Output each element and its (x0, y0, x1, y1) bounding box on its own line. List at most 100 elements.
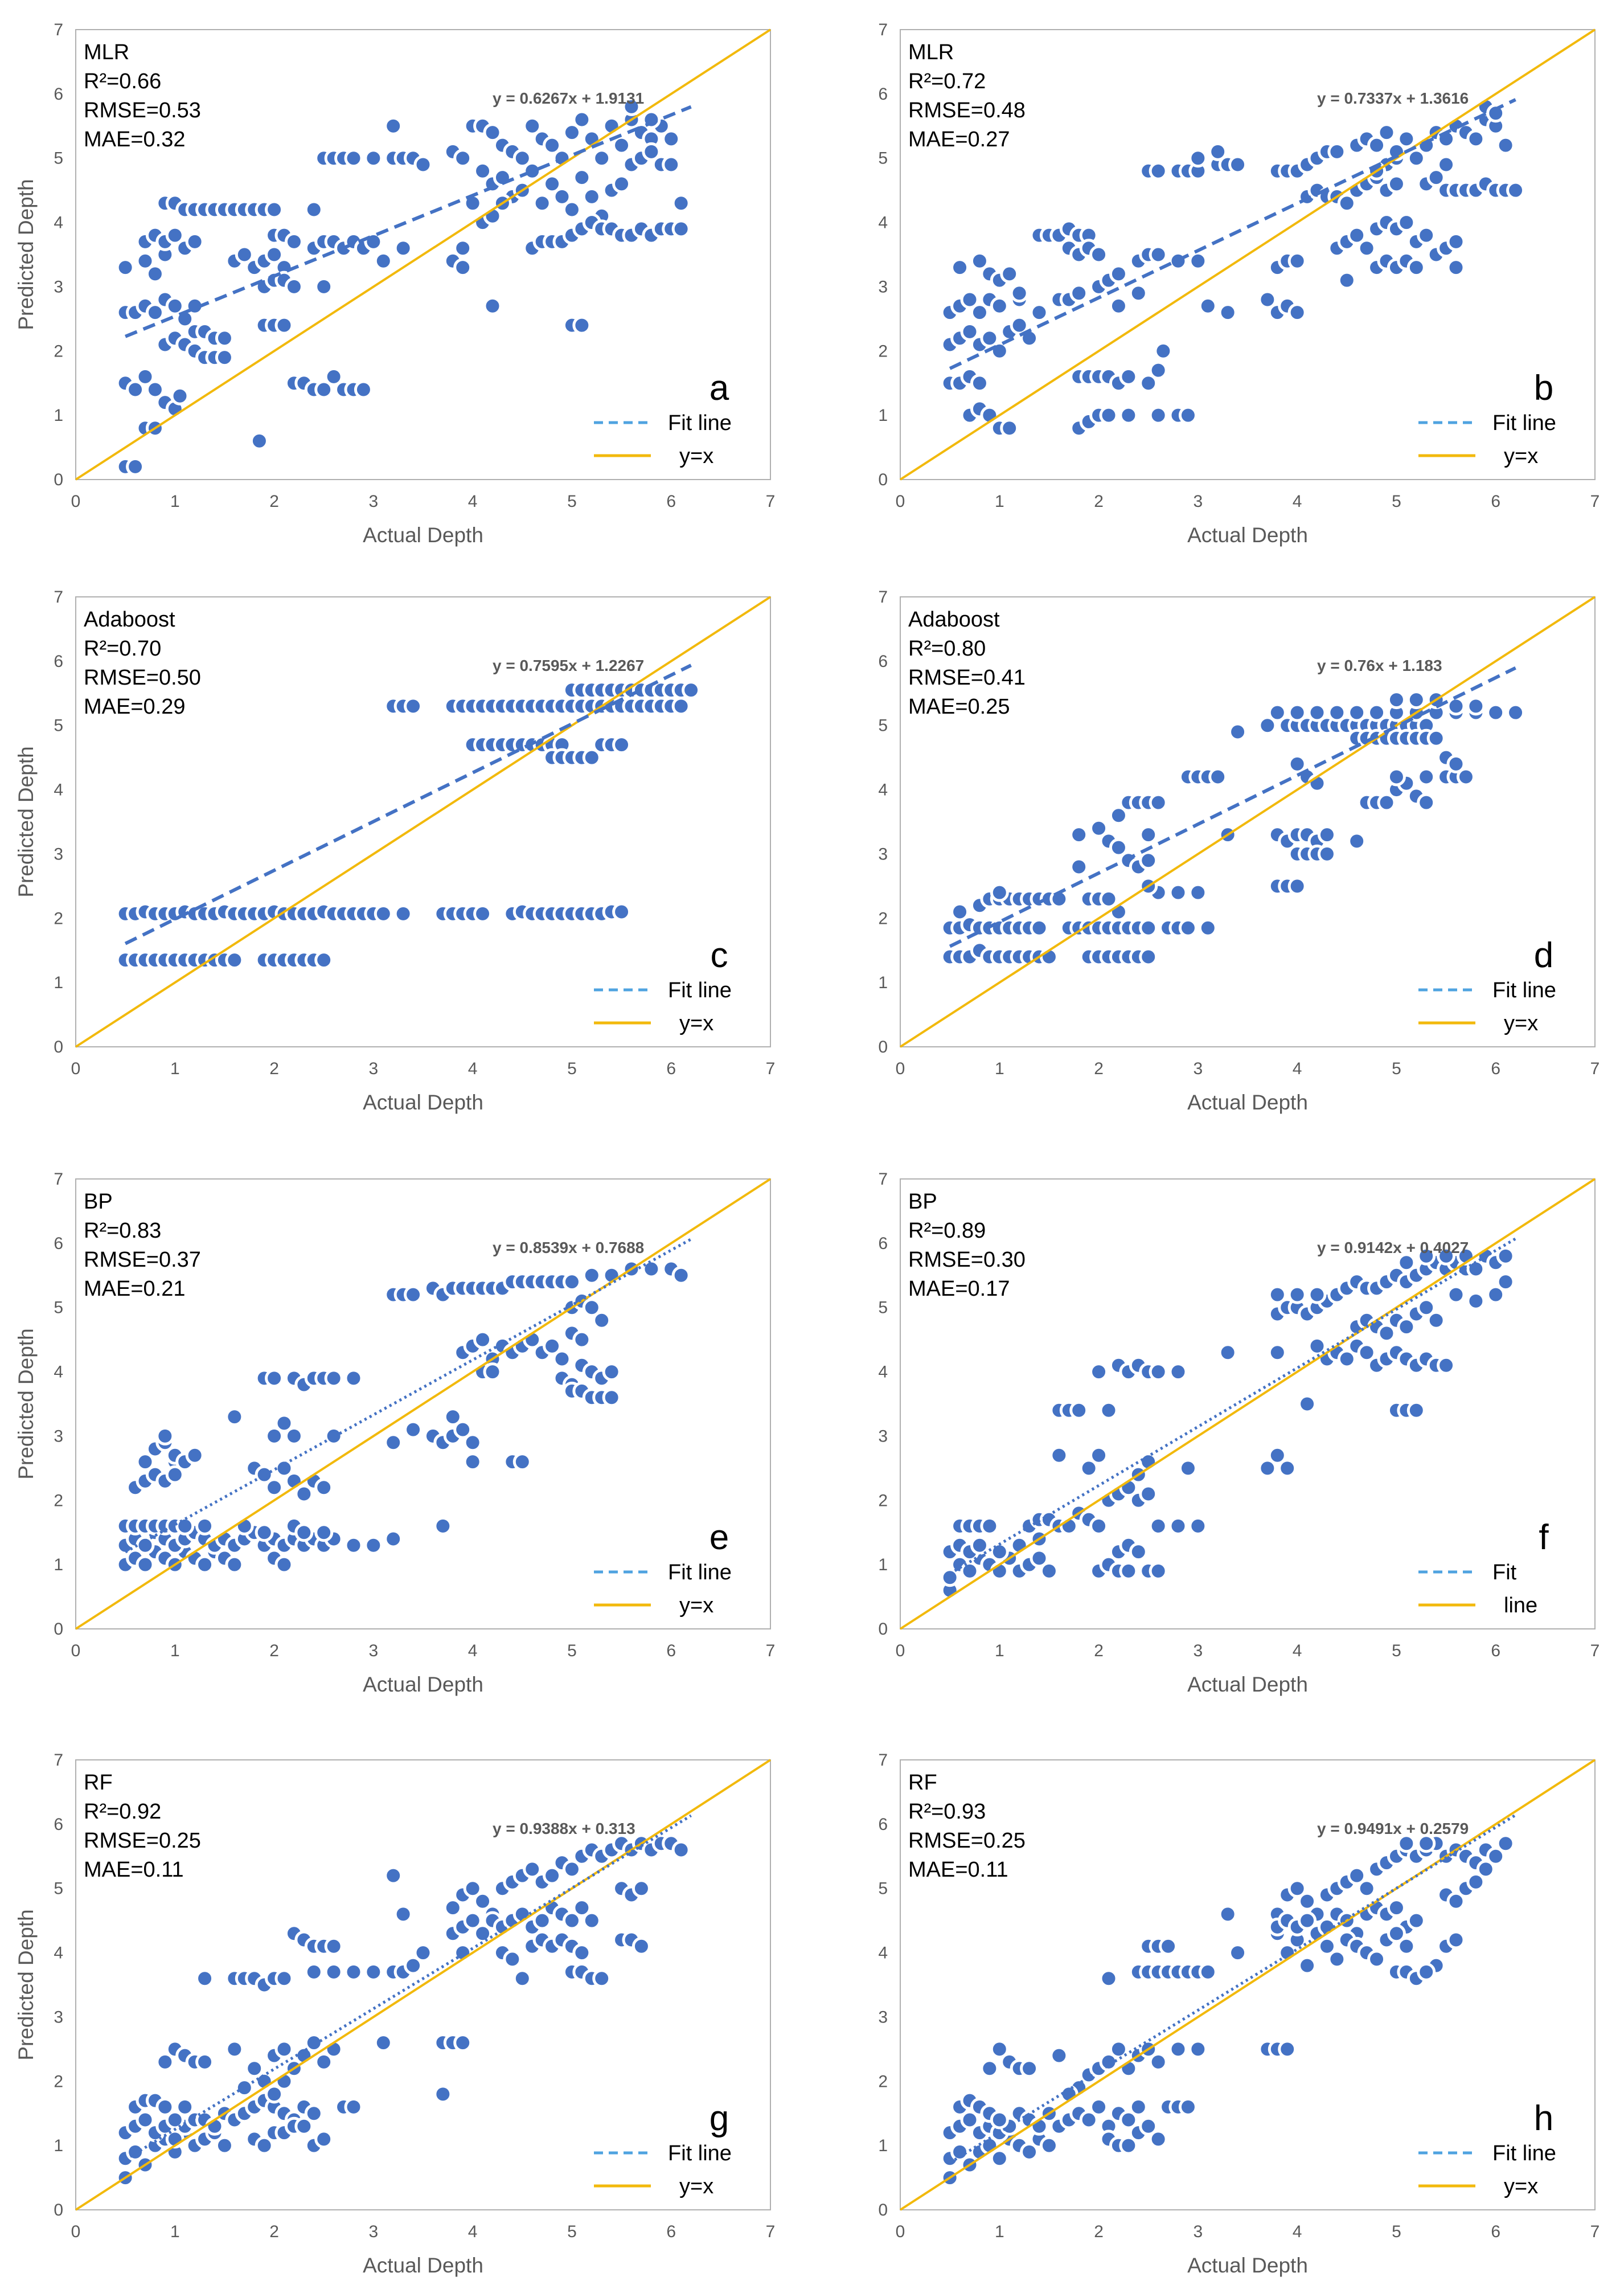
x-axis-label: Actual Depth (1187, 523, 1308, 547)
identity-line (899, 1178, 1596, 1630)
data-point (294, 1523, 314, 1542)
data-point (1337, 194, 1356, 213)
data-point (1168, 883, 1188, 902)
data-point (980, 329, 999, 348)
data-point (1347, 1866, 1367, 1885)
y-tick-label: 3 (54, 845, 63, 863)
x-tick-label: 1 (995, 2222, 1004, 2241)
panel-letter: c (711, 936, 728, 975)
data-point (404, 1956, 423, 1975)
y-tick-label: 1 (878, 973, 888, 992)
x-tick-label: 5 (1392, 2222, 1401, 2241)
x-tick-label: 2 (1094, 492, 1104, 511)
data-point (443, 1898, 462, 1918)
scatter-panel-f: 0 1 2 3 4 5 6 7 0 1 2 3 4 5 6 7 Actual Depth y = 0.9142x … (878, 1170, 1600, 1696)
data-point (1446, 1285, 1466, 1304)
x-tick-label: 0 (896, 492, 905, 511)
data-point (126, 380, 145, 399)
data-point (274, 1969, 294, 1988)
data-point (552, 1349, 572, 1369)
data-point (582, 1298, 601, 1317)
data-point (1149, 245, 1168, 264)
data-point (1010, 316, 1029, 335)
stat-line: MAE=0.25 (908, 695, 1010, 719)
data-point (364, 149, 383, 168)
legend: Fit line y=x (594, 2141, 732, 2198)
data-point (215, 2136, 234, 2155)
y-tick-label: 5 (878, 716, 888, 735)
data-point (1307, 1336, 1327, 1356)
data-point (185, 1446, 204, 1465)
x-tick-label: 6 (666, 2222, 676, 2241)
data-point (195, 1516, 215, 1535)
y-tick-label: 1 (878, 2136, 888, 2155)
data-point (1417, 1834, 1436, 1853)
x-tick-label: 5 (1392, 1059, 1401, 1078)
data-point (523, 161, 542, 181)
scatter-panel-h: 0 1 2 3 4 5 6 7 0 1 2 3 4 5 6 7 Actual Depth y = 0.9491x … (878, 1751, 1600, 2277)
data-point (631, 1936, 651, 1956)
data-point (1109, 838, 1128, 857)
data-point (960, 322, 979, 341)
data-point (562, 1272, 581, 1292)
data-point (1109, 296, 1128, 316)
stat-line: R²=0.83 (84, 1219, 161, 1243)
data-point (543, 174, 562, 194)
y-tick-label: 0 (878, 2201, 888, 2220)
data-point (1089, 1446, 1109, 1465)
x-tick-label: 2 (269, 492, 279, 511)
stat-line: MAE=0.27 (908, 128, 1010, 151)
x-axis-label: Actual Depth (1187, 1673, 1308, 1696)
data-point (374, 904, 393, 923)
data-point (612, 902, 631, 922)
data-point (1287, 1879, 1307, 1898)
data-point (1069, 1401, 1089, 1420)
data-point (1437, 1246, 1456, 1266)
legend-label: Fit line (1492, 978, 1556, 1002)
data-point (532, 1911, 552, 1930)
data-point (940, 1568, 959, 1587)
y-tick-label: 5 (878, 1879, 888, 1898)
data-point (1496, 1272, 1515, 1292)
stat-line: MLR (84, 40, 129, 64)
data-point (225, 951, 244, 970)
data-point (1010, 284, 1029, 303)
x-tick-label: 5 (567, 2222, 577, 2241)
data-point (950, 2142, 970, 2161)
x-tick-label: 2 (269, 1059, 279, 1078)
y-tick-label: 5 (54, 716, 63, 735)
data-point (1466, 1259, 1486, 1279)
data-point (572, 1943, 592, 1963)
data-point (1119, 2110, 1138, 2130)
y-tick-label: 4 (54, 781, 63, 800)
fit-line (949, 98, 1516, 370)
x-tick-label: 3 (369, 1059, 379, 1078)
data-point (562, 1911, 581, 1930)
legend-label: line (1504, 1594, 1537, 1618)
data-point (622, 97, 641, 116)
data-point (344, 1369, 363, 1388)
y-tick-label: 7 (878, 588, 888, 607)
data-point (582, 1266, 601, 1285)
legend-label: y=x (1504, 1012, 1538, 1035)
data-point (1188, 251, 1208, 271)
y-tick-label: 4 (54, 1363, 63, 1382)
x-tick-label: 2 (1094, 1641, 1104, 1660)
x-tick-label: 1 (170, 1641, 180, 1660)
x-tick-label: 7 (1590, 492, 1600, 511)
data-point (1298, 1956, 1317, 1975)
data-point (990, 341, 1009, 361)
fit-equation: y = 0.9491x + 0.2579 (1317, 1820, 1469, 1837)
data-point (453, 1420, 473, 1439)
x-tick-label: 6 (1491, 492, 1500, 511)
data-point (1466, 697, 1486, 716)
data-point (314, 277, 334, 296)
data-point (1387, 174, 1406, 194)
identity-line (899, 28, 1596, 481)
data-point (1000, 264, 1019, 284)
data-point (671, 1266, 691, 1285)
x-tick-label: 4 (468, 1641, 478, 1660)
data-point (215, 348, 234, 367)
data-point (1287, 877, 1307, 896)
data-point (512, 149, 532, 168)
